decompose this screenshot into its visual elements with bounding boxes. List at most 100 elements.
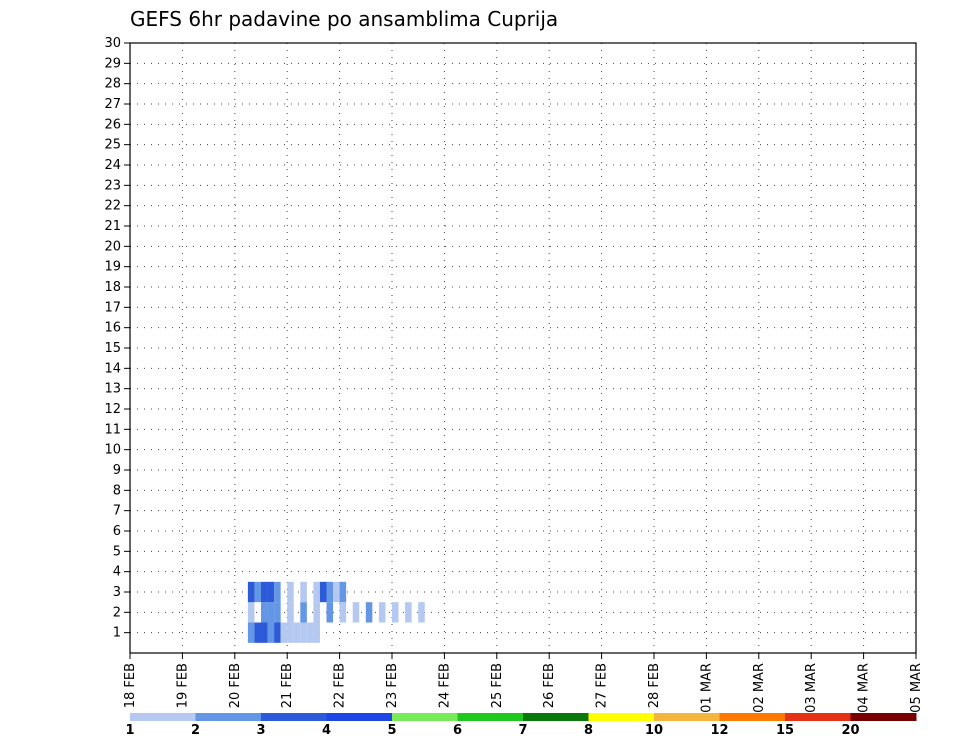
x-tick-label: 18 FEB bbox=[123, 663, 138, 708]
y-tick-label: 28 bbox=[104, 77, 121, 92]
y-tick-label: 9 bbox=[113, 463, 121, 478]
colorbar-swatch bbox=[195, 713, 262, 721]
colorbar-label: 2 bbox=[191, 723, 200, 738]
y-tick-label: 3 bbox=[113, 585, 121, 600]
colorbar-swatch bbox=[392, 713, 458, 721]
y-tick-label: 4 bbox=[113, 565, 121, 580]
heatmap-cell bbox=[254, 622, 261, 643]
heatmap-cell bbox=[300, 622, 307, 643]
colorbar-label: 3 bbox=[256, 723, 265, 738]
x-tick-label: 03 MAR bbox=[804, 663, 819, 713]
y-tick-label: 22 bbox=[104, 199, 121, 214]
colorbar-label: 15 bbox=[776, 723, 794, 738]
heatmap-cell bbox=[274, 622, 281, 643]
heatmap-cell bbox=[313, 581, 320, 603]
heatmap-cell bbox=[254, 581, 261, 603]
y-tick-label: 17 bbox=[104, 300, 121, 315]
colorbar-label: 6 bbox=[453, 723, 462, 738]
y-tick-label: 2 bbox=[113, 605, 121, 620]
heatmap-cell bbox=[392, 602, 399, 623]
y-tick-label: 12 bbox=[104, 402, 121, 417]
colorbar-swatch bbox=[261, 713, 327, 721]
colorbar-label: 12 bbox=[710, 723, 728, 738]
y-tick-label: 18 bbox=[104, 280, 121, 295]
heatmap-cell bbox=[306, 622, 314, 643]
colorbar-swatch bbox=[130, 713, 196, 721]
x-tick-label: 26 FEB bbox=[542, 663, 557, 708]
y-tick-label: 6 bbox=[113, 524, 121, 539]
y-tick-label: 5 bbox=[113, 544, 121, 559]
y-tick-label: 25 bbox=[104, 138, 121, 153]
x-tick-label: 22 FEB bbox=[333, 663, 348, 708]
heatmap-cell bbox=[326, 581, 334, 603]
colorbar-swatch bbox=[523, 713, 589, 721]
y-axis: 1234567891011121314151617181920212223242… bbox=[104, 36, 130, 641]
heatmap-cell bbox=[287, 581, 294, 603]
y-tick-label: 20 bbox=[104, 239, 121, 254]
colorbar: 1 2 3 4 5 6 7 8 10 12 15 20 bbox=[125, 713, 917, 738]
y-tick-label: 14 bbox=[104, 361, 121, 376]
heatmap-cell bbox=[313, 622, 320, 643]
y-tick-label: 15 bbox=[104, 341, 121, 356]
heatmap-cell bbox=[274, 581, 281, 603]
x-tick-label: 23 FEB bbox=[385, 663, 400, 708]
heatmap-cell bbox=[313, 602, 320, 623]
x-tick-label: 04 MAR bbox=[857, 663, 872, 713]
y-tick-label: 10 bbox=[104, 443, 121, 458]
heatmap-cell bbox=[300, 581, 307, 603]
x-tick-label: 05 MAR bbox=[909, 663, 924, 713]
heatmap-cell bbox=[247, 622, 255, 643]
y-tick-label: 13 bbox=[104, 382, 121, 397]
x-tick-label: 02 MAR bbox=[752, 663, 767, 713]
heatmap-cell bbox=[267, 581, 275, 603]
colorbar-swatch bbox=[654, 713, 720, 721]
x-tick-label: 27 FEB bbox=[595, 663, 610, 708]
y-tick-label: 16 bbox=[104, 321, 121, 336]
x-tick-label: 25 FEB bbox=[490, 663, 505, 708]
y-tick-label: 27 bbox=[104, 97, 121, 112]
colorbar-label: 8 bbox=[584, 723, 593, 738]
x-tick-label: 21 FEB bbox=[280, 663, 295, 708]
chart-cells bbox=[247, 581, 425, 643]
chart-title: GEFS 6hr padavine po ansamblima Cuprija bbox=[130, 7, 558, 31]
y-tick-label: 8 bbox=[113, 483, 121, 498]
heatmap-cell bbox=[319, 581, 327, 603]
heatmap-cell bbox=[287, 622, 294, 643]
y-tick-label: 24 bbox=[104, 158, 121, 173]
heatmap-cell bbox=[247, 581, 255, 603]
heatmap-cell bbox=[405, 602, 412, 623]
y-tick-label: 11 bbox=[104, 422, 121, 437]
heatmap-cell bbox=[339, 581, 347, 603]
heatmap-cell bbox=[300, 602, 307, 623]
heatmap-cell bbox=[326, 602, 334, 623]
heatmap-cell bbox=[261, 602, 268, 623]
x-tick-label: 28 FEB bbox=[647, 663, 662, 708]
colorbar-swatch bbox=[850, 713, 917, 721]
y-tick-label: 21 bbox=[104, 219, 121, 234]
heatmap-cell bbox=[333, 581, 340, 603]
heatmap-cell bbox=[267, 602, 275, 623]
x-axis: 18 FEB 19 FEB 20 FEB 21 FEB 22 FEB 23 FEB 24 F… bbox=[123, 653, 924, 713]
colorbar-label: 10 bbox=[645, 723, 663, 738]
y-tick-label: 23 bbox=[104, 178, 121, 193]
heatmap-cell bbox=[418, 602, 425, 623]
heatmap-cell bbox=[287, 602, 294, 623]
colorbar-swatch bbox=[719, 713, 786, 721]
colorbar-swatch bbox=[457, 713, 524, 721]
heatmap-cell bbox=[339, 602, 347, 623]
heatmap-cell bbox=[280, 622, 288, 643]
heatmap-cell bbox=[378, 602, 386, 623]
y-tick-label: 29 bbox=[104, 56, 121, 71]
chart-grid bbox=[129, 42, 917, 653]
heatmap-cell bbox=[365, 602, 373, 623]
y-tick-label: 26 bbox=[104, 117, 121, 132]
colorbar-label: 5 bbox=[387, 723, 396, 738]
heatmap-cell bbox=[247, 602, 255, 623]
heatmap-cell bbox=[293, 622, 301, 643]
heatmap-cell bbox=[352, 602, 360, 623]
colorbar-swatch bbox=[785, 713, 851, 721]
colorbar-label: 4 bbox=[322, 723, 331, 738]
colorbar-swatch bbox=[588, 713, 655, 721]
colorbar-swatch bbox=[326, 713, 393, 721]
